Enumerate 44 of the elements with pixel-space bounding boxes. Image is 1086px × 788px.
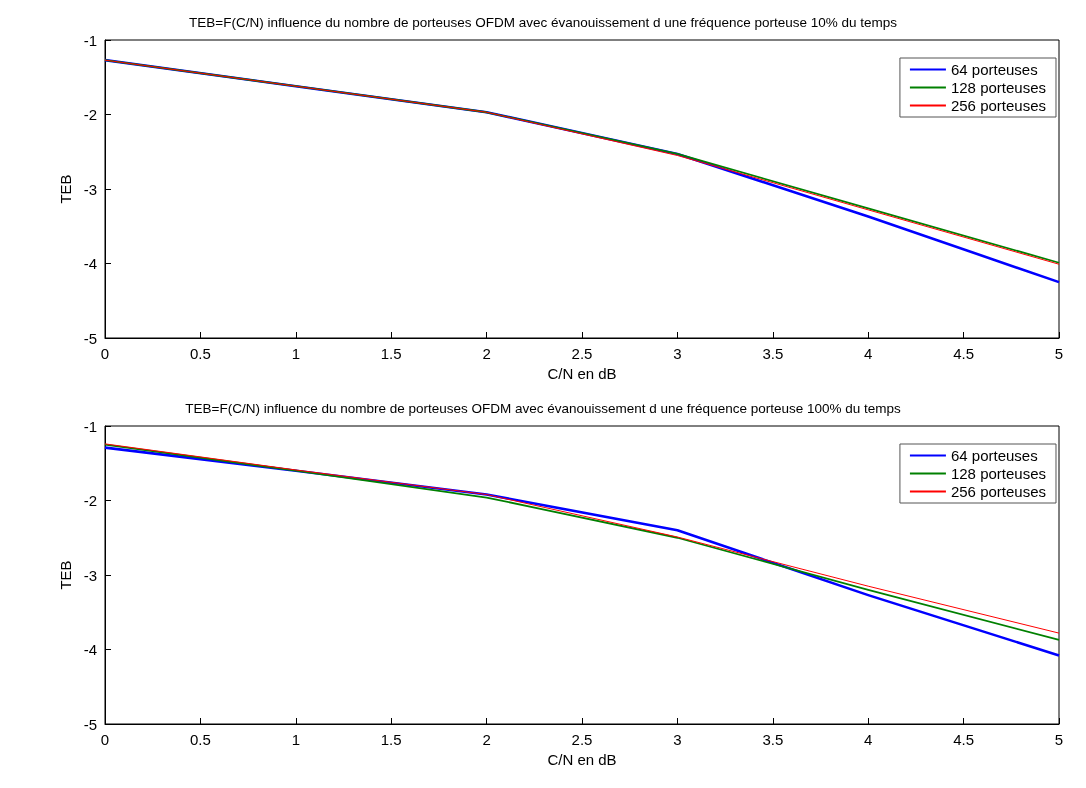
x-tick-label: 0.5 [189, 731, 211, 748]
chart-title: TEB=F(C/N) influence du nombre de porteuses OFDM avec évanouissement d une fréquence porteuse 10% du temps [189, 14, 898, 30]
y-tick-label: -5 [83, 329, 97, 347]
legend-label: 128 porteuses [950, 79, 1047, 96]
x-tick-label: 0.5 [189, 345, 211, 362]
y-tick-label: -3 [83, 180, 97, 198]
x-tick-label: 0 [100, 731, 110, 748]
x-axis-title: C/N en dB [547, 751, 617, 768]
y-tick-label: -3 [83, 566, 97, 584]
x-tick-label: 1 [291, 731, 300, 748]
x-tick-label: 0 [100, 345, 110, 362]
legend-label: 128 porteuses [950, 465, 1047, 482]
x-tick-label: 1 [291, 345, 300, 362]
x-axis-title: C/N en dB [547, 365, 617, 382]
legend-label: 256 porteuses [950, 483, 1047, 500]
y-tick-label: -5 [83, 715, 97, 733]
x-tick-label: 4 [864, 345, 873, 362]
x-tick-label: 2 [482, 731, 491, 748]
y-tick-label: -4 [83, 255, 97, 272]
y-tick-label: -4 [83, 641, 97, 658]
x-tick-label: 3 [673, 345, 682, 362]
x-tick-label: 3.5 [762, 345, 784, 362]
x-tick-label: 2 [482, 345, 491, 362]
chart-title: TEB=F(C/N) influence du nombre de porteuses OFDM avec évanouissement d une fréquence porteuse 100% du temps [185, 400, 901, 416]
y-tick-label: -2 [83, 492, 97, 509]
y-tick-label: -1 [83, 31, 97, 49]
y-axis-title: TEB [56, 560, 74, 590]
x-tick-label: 3 [673, 731, 682, 748]
y-tick-label: -1 [83, 417, 97, 435]
x-tick-label: 5 [1054, 345, 1064, 362]
legend-label: 64 porteuses [950, 447, 1038, 464]
y-axis-title: TEB [56, 174, 74, 204]
x-tick-label: 4 [864, 731, 873, 748]
x-tick-label: 4.5 [953, 345, 975, 362]
x-tick-label: 3.5 [762, 731, 784, 748]
legend-label: 256 porteuses [950, 97, 1047, 114]
x-tick-label: 2.5 [571, 731, 593, 748]
y-tick-label: -2 [83, 106, 97, 123]
x-tick-label: 1.5 [380, 731, 402, 748]
x-tick-label: 5 [1054, 731, 1064, 748]
x-tick-label: 4.5 [953, 731, 975, 748]
legend-label: 64 porteuses [950, 61, 1038, 78]
x-tick-label: 2.5 [571, 345, 593, 362]
x-tick-label: 1.5 [380, 345, 402, 362]
